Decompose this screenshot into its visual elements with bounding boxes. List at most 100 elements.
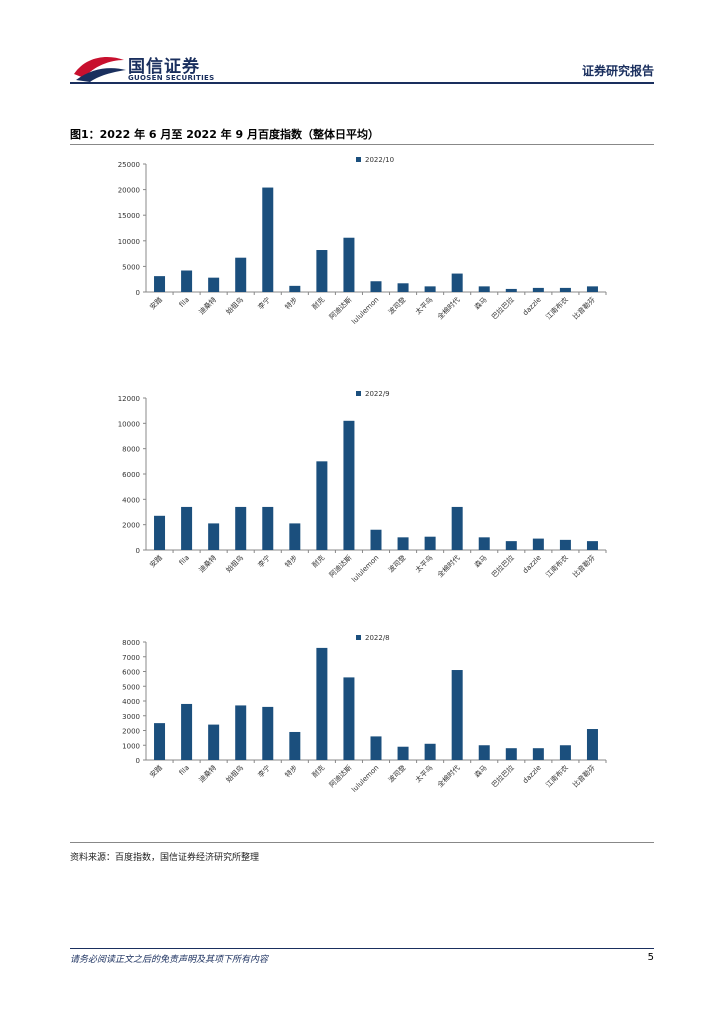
y-tick-label: 2000: [122, 728, 140, 736]
x-tick-label: 太平鸟: [413, 553, 434, 574]
bar-9: [397, 283, 409, 292]
bar-1: [181, 270, 193, 292]
bar-5: [289, 731, 301, 760]
bar-16: [586, 729, 598, 760]
bar-11: [451, 506, 463, 550]
bar-2: [208, 277, 220, 292]
figure-top-rule: [70, 144, 654, 145]
x-tick-label: 比音勒芬: [571, 763, 597, 789]
x-tick-label: 全棉时代: [435, 763, 461, 789]
bar-15: [559, 287, 571, 292]
bar-8: [370, 529, 382, 550]
bar-chart-2022-10: 0 5000 10000 15000 20000 25000 2022/10 安踏 fila 迪桑…: [118, 156, 607, 326]
figure-title: 图1：2022 年 6 月至 2022 年 9 月百度指数（整体日平均）: [70, 128, 379, 141]
x-tick-label: 迪桑特: [197, 763, 218, 784]
footer-divider: [70, 948, 654, 949]
bar-14: [532, 748, 544, 760]
bar-13: [505, 288, 517, 292]
x-tick-label: 始祖鸟: [224, 295, 245, 316]
bar-9: [397, 746, 409, 760]
bar-4: [262, 706, 274, 760]
x-tick-label: 耐克: [310, 553, 326, 569]
figure-bottom-rule: [70, 842, 654, 843]
x-tick-label: 李宁: [256, 763, 272, 779]
x-tick-label: 巴拉巴拉: [490, 763, 516, 789]
x-tick-label: 全棉时代: [435, 553, 461, 579]
x-tick-label: lululemon: [350, 554, 380, 584]
x-tick-label: 江南布衣: [544, 295, 570, 321]
y-tick-label: 12000: [118, 395, 140, 403]
bar-15: [559, 539, 571, 550]
legend-label: 2022/8: [365, 634, 390, 642]
bar-14: [532, 287, 544, 292]
x-tick-label: 太平鸟: [413, 763, 434, 784]
bar-3: [235, 506, 247, 550]
y-tick-label: 0: [136, 289, 140, 297]
x-tick-label: 森马: [472, 553, 488, 569]
bar-10: [424, 536, 436, 550]
x-tick-label: 特步: [283, 295, 299, 311]
bar-2: [208, 724, 220, 760]
chart-2022-10: 0 5000 10000 15000 20000 25000 2022/10 安踏 fila 迪桑…: [70, 150, 660, 350]
bar-13: [505, 541, 517, 550]
y-tick-label: 4000: [122, 698, 140, 706]
x-tick-label: 全棉时代: [435, 295, 461, 321]
x-tick-label: 森马: [472, 763, 488, 779]
y-tick-label: 20000: [118, 187, 140, 195]
bar-6: [316, 250, 328, 292]
bar-7: [343, 237, 355, 292]
legend-swatch: [356, 157, 361, 162]
bar-12: [478, 286, 490, 292]
x-tick-label: 耐克: [310, 295, 326, 311]
x-tick-label: 李宁: [256, 553, 272, 569]
y-tick-label: 0: [136, 757, 140, 765]
bar-4: [262, 506, 274, 550]
x-tick-label: dazzle: [521, 554, 542, 575]
x-tick-label: 阿迪达斯: [327, 295, 353, 321]
y-tick-label: 3000: [122, 713, 140, 721]
bar-8: [370, 281, 382, 292]
bar-5: [289, 285, 301, 292]
brand-name-en: GUOSEN SECURITIES: [128, 74, 215, 82]
bar-3: [235, 257, 247, 292]
x-tick-label: 巴拉巴拉: [490, 553, 516, 579]
x-tick-label: 特步: [283, 763, 299, 779]
x-tick-label: 波司登: [386, 763, 407, 784]
bar-9: [397, 537, 409, 550]
footer-disclaimer: 请务必阅读正文之后的免责声明及其项下所有内容: [70, 955, 269, 965]
legend-swatch: [356, 391, 361, 396]
bar-12: [478, 745, 490, 760]
bar-10: [424, 743, 436, 760]
bar-12: [478, 537, 490, 550]
bar-16: [586, 541, 598, 550]
bar-chart-2022-9: 0 2000 4000 6000 8000 10000 12000 2022/9 安踏 fila 迪…: [118, 390, 607, 584]
bar-2: [208, 523, 220, 550]
x-tick-label: 巴拉巴拉: [490, 295, 516, 321]
bar-0: [154, 515, 166, 550]
bar-1: [181, 506, 193, 550]
chart-2022-9: 0 2000 4000 6000 8000 10000 12000 2022/9 安踏 fila 迪…: [70, 380, 660, 602]
bar-4: [262, 187, 274, 292]
y-tick-label: 2000: [122, 522, 140, 530]
x-tick-label: 迪桑特: [197, 553, 218, 574]
y-tick-label: 7000: [122, 654, 140, 662]
x-tick-label: 太平鸟: [413, 295, 434, 316]
x-tick-label: 李宁: [256, 295, 272, 311]
x-tick-label: 特步: [283, 553, 299, 569]
x-tick-label: dazzle: [521, 764, 542, 785]
x-tick-label: 安踏: [148, 295, 164, 311]
x-tick-label: 江南布衣: [544, 763, 570, 789]
legend-label: 2022/9: [365, 390, 390, 398]
bar-6: [316, 461, 328, 550]
y-tick-label: 10000: [118, 238, 140, 246]
x-tick-label: 迪桑特: [197, 295, 218, 316]
bar-5: [289, 523, 301, 550]
bar-13: [505, 748, 517, 760]
guosen-logo-icon: [74, 56, 126, 82]
bar-0: [154, 723, 166, 760]
y-tick-label: 25000: [118, 161, 140, 169]
x-tick-label: 森马: [472, 295, 488, 311]
x-tick-label: 安踏: [148, 553, 164, 569]
y-tick-label: 8000: [122, 446, 140, 454]
y-tick-label: 5000: [122, 683, 140, 691]
